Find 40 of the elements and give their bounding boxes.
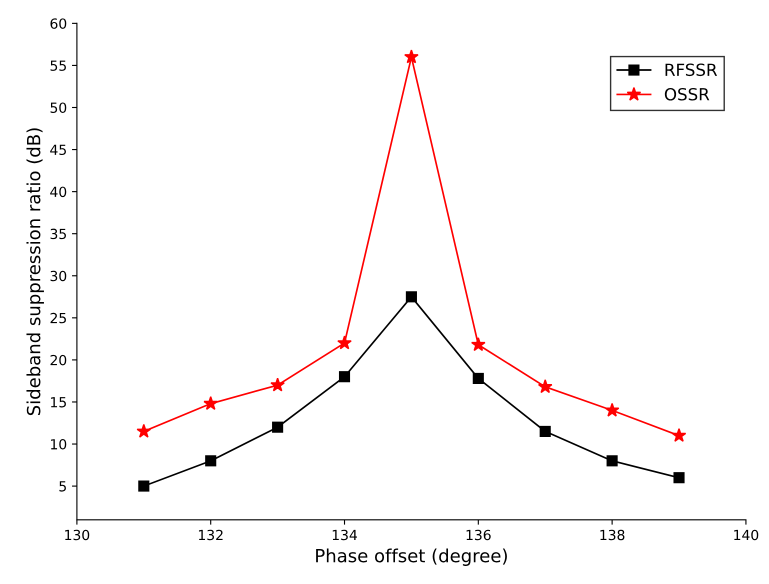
y-tick-label: 55: [50, 60, 66, 71]
point: [604, 402, 620, 417]
point: [138, 480, 150, 492]
point: [606, 455, 618, 466]
point: [406, 291, 417, 302]
point: [272, 422, 284, 433]
point: [538, 379, 553, 394]
y-tick-label: 20: [50, 354, 66, 366]
y-tick-label: 15: [51, 397, 66, 408]
x-tick-label: 132: [198, 530, 223, 540]
y-axis-title: Sideband suppression ratio (dB): [26, 128, 44, 416]
point: [471, 337, 486, 352]
y-tick-label: 10: [51, 439, 66, 450]
y-tick-label: 30: [50, 270, 66, 282]
x-axis-title: Phase offset (degree): [316, 548, 507, 566]
y-tick-label: 45: [50, 144, 66, 156]
point: [270, 378, 285, 392]
y-tick-label: 40: [50, 186, 66, 198]
x-tick-label: 140: [734, 530, 758, 540]
point: [338, 371, 350, 382]
y-tick-label: 50: [50, 102, 66, 113]
point: [136, 424, 152, 438]
x-tick-label: 130: [65, 530, 90, 540]
x-tick-label: 136: [466, 530, 491, 540]
point: [673, 472, 685, 484]
point: [540, 426, 551, 437]
point: [205, 455, 216, 466]
y-tick-label: 35: [50, 228, 66, 240]
y-tick-label: 25: [50, 312, 66, 324]
point: [672, 428, 686, 442]
point: [472, 372, 484, 384]
point: [337, 335, 352, 350]
point: [404, 49, 419, 64]
x-tick-label: 134: [332, 530, 357, 540]
legend-label: RFSSR: [666, 63, 718, 76]
legend-label: OSSR: [664, 88, 710, 101]
y-tick-label: 5: [59, 481, 66, 492]
x-tick-label: 138: [600, 530, 624, 540]
y-tick-label: 60: [50, 18, 66, 29]
point: [203, 396, 218, 410]
